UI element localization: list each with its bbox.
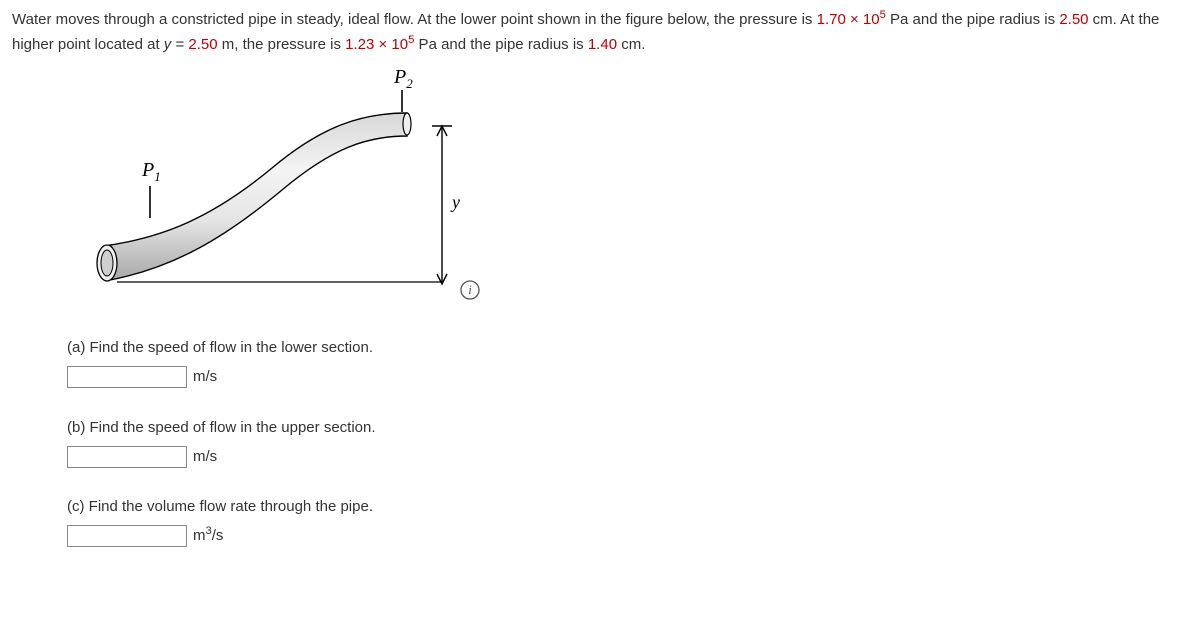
text-mid1: Pa and the pipe radius is <box>886 11 1059 28</box>
part-a-label: (a) Find the speed of flow in the lower … <box>67 336 1188 361</box>
label-p1: P1 <box>141 159 161 184</box>
value-r1: 2.50 <box>1059 11 1088 28</box>
value-p2-base: 1.23 × 10 <box>345 36 408 53</box>
pipe-svg: P1 P2 y i <box>72 68 502 308</box>
part-b-answer-row: m/s <box>67 445 1188 470</box>
part-a: (a) Find the speed of flow in the lower … <box>67 336 1188 390</box>
part-a-input[interactable] <box>67 366 187 388</box>
part-a-answer-row: m/s <box>67 365 1188 390</box>
question-list: (a) Find the speed of flow in the lower … <box>67 336 1188 549</box>
part-b-input[interactable] <box>67 446 187 468</box>
text-mid3: = <box>171 36 188 53</box>
label-y: y <box>450 192 460 212</box>
part-b: (b) Find the speed of flow in the upper … <box>67 416 1188 470</box>
text-mid4: m, the pressure is <box>218 36 346 53</box>
part-b-unit: m/s <box>193 445 217 470</box>
part-c-answer-row: m3/s <box>67 524 1188 549</box>
part-c-input[interactable] <box>67 525 187 547</box>
part-c: (c) Find the volume flow rate through th… <box>67 495 1188 549</box>
text-pre1: Water moves through a constricted pipe i… <box>12 11 817 28</box>
pipe-opening-upper <box>403 113 411 135</box>
part-c-label: (c) Find the volume flow rate through th… <box>67 495 1188 520</box>
value-p1-base: 1.70 × 10 <box>817 11 880 28</box>
text-post: cm. <box>617 36 645 53</box>
value-r2: 1.40 <box>588 36 617 53</box>
problem-statement: Water moves through a constricted pipe i… <box>12 8 1188 58</box>
part-a-unit: m/s <box>193 365 217 390</box>
svg-text:i: i <box>468 282 472 297</box>
pipe-opening-lower-inner <box>101 250 113 276</box>
part-b-label: (b) Find the speed of flow in the upper … <box>67 416 1188 441</box>
pipe-figure: P1 P2 y i <box>72 68 1188 317</box>
problem-page: Water moves through a constricted pipe i… <box>0 0 1200 595</box>
value-y: 2.50 <box>188 36 217 53</box>
label-p2: P2 <box>393 68 413 91</box>
part-c-unit: m3/s <box>193 524 223 549</box>
info-icon[interactable]: i <box>461 281 479 299</box>
text-mid5: Pa and the pipe radius is <box>414 36 587 53</box>
